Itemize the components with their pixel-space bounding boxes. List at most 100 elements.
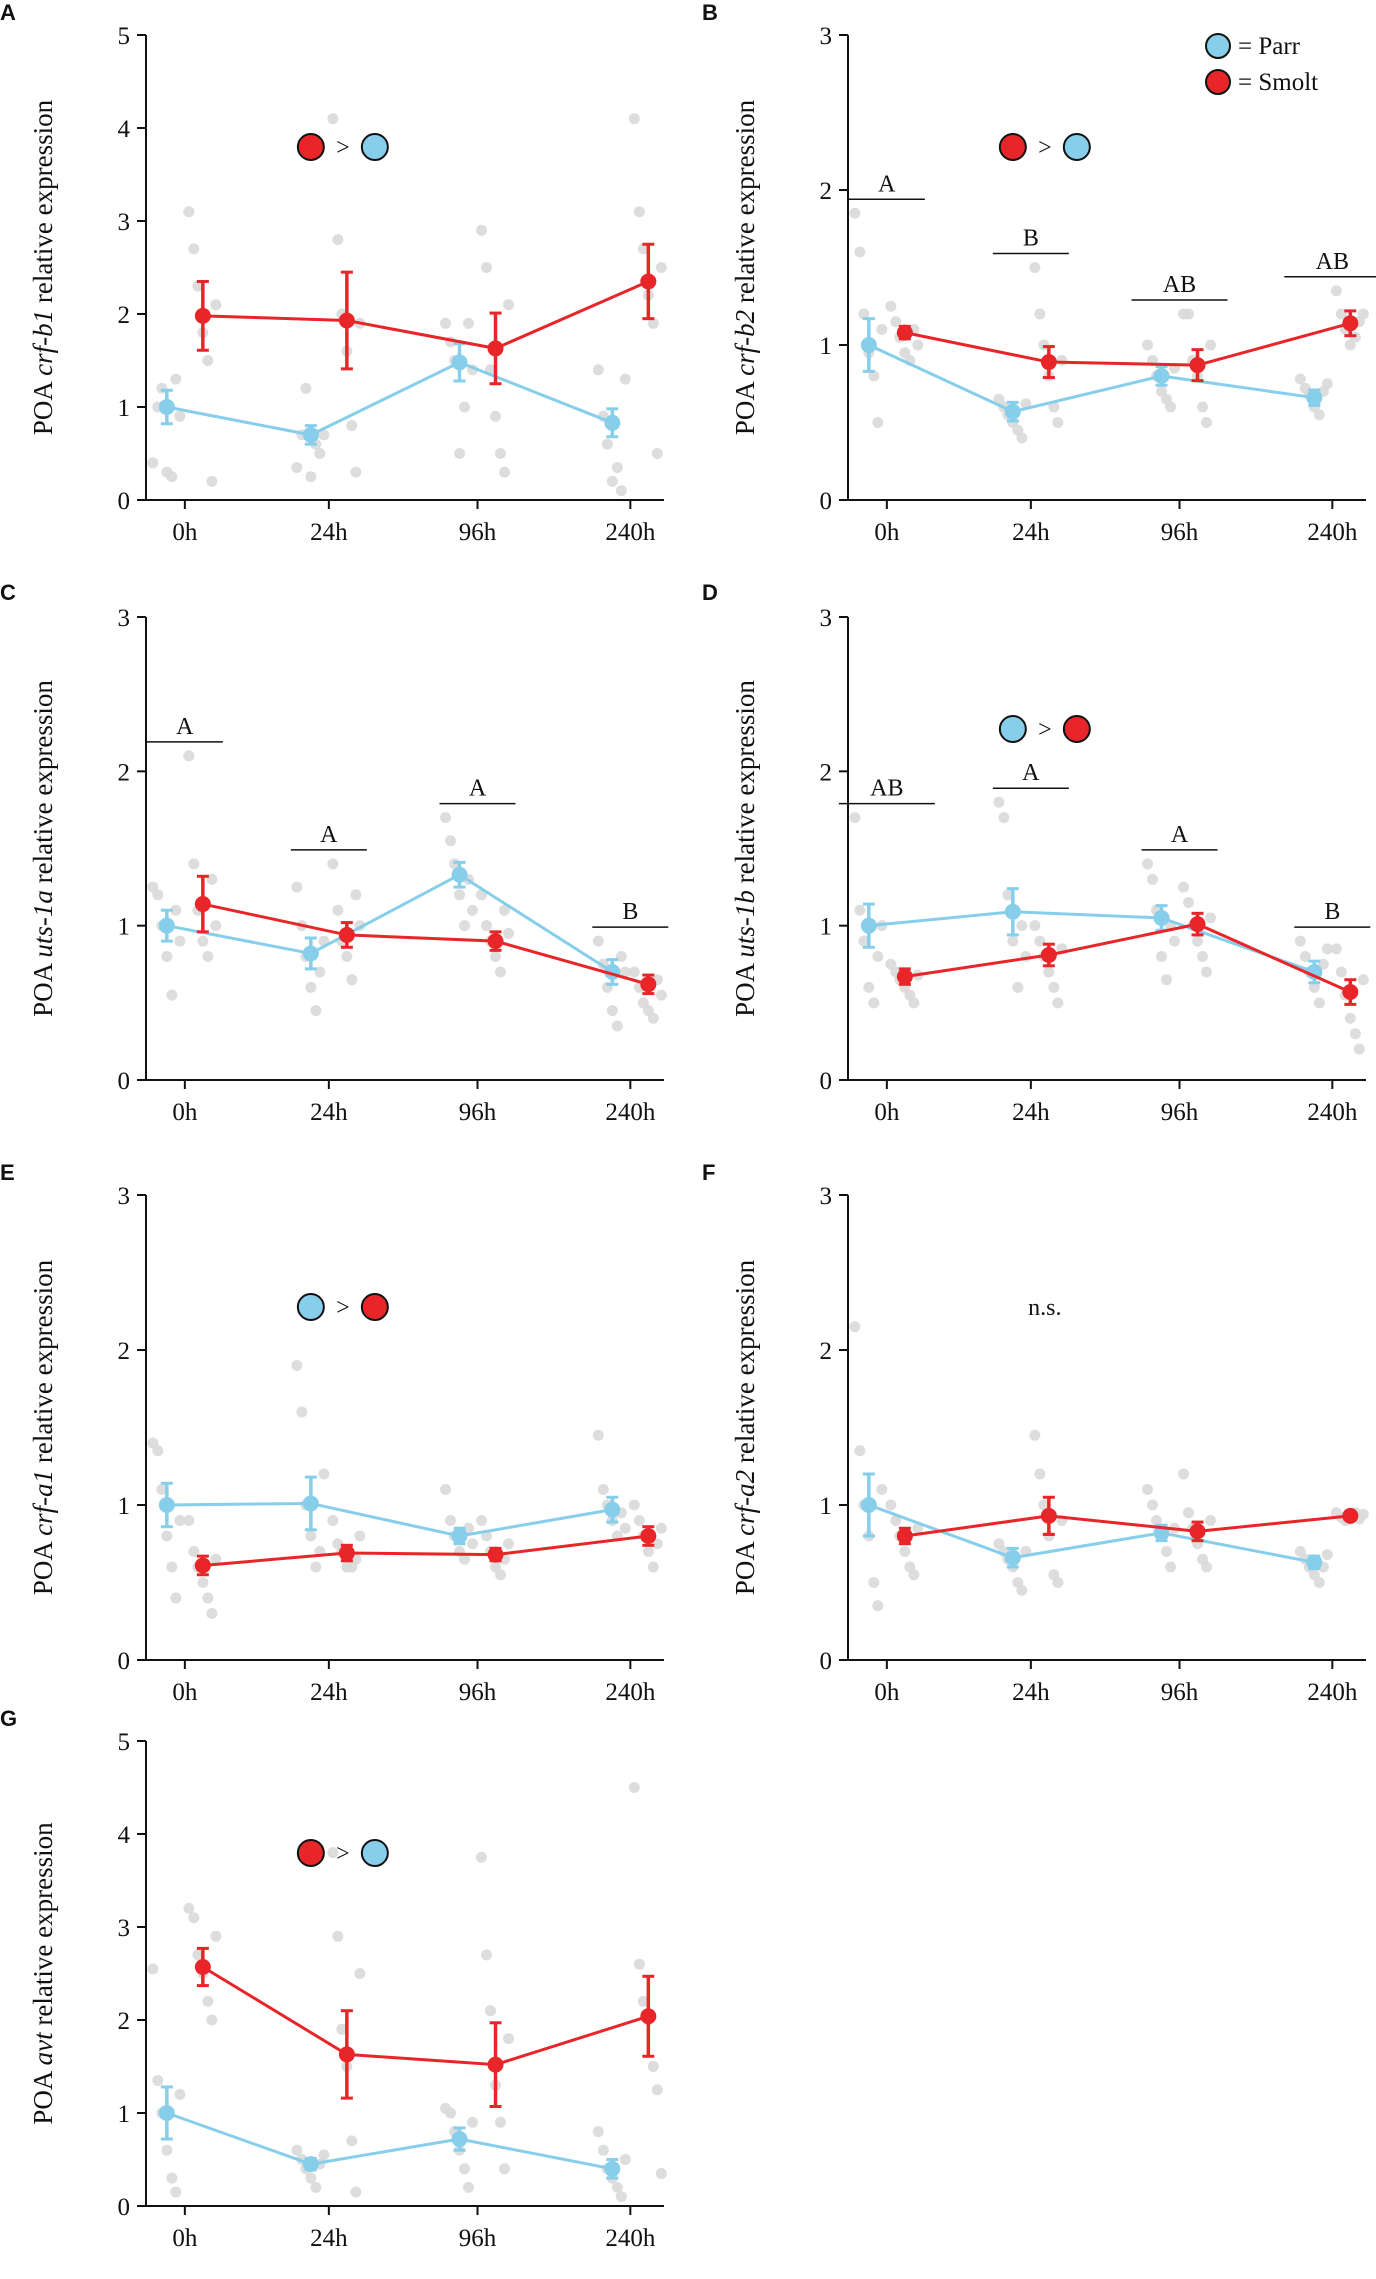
- panel-a-parr-mean-point: [451, 354, 468, 371]
- panel-c-letter: C: [0, 580, 16, 605]
- panel-d-parr-data-point: [849, 812, 861, 824]
- panel-g-smolt-data-point: [206, 2014, 218, 2026]
- panel-b-smolt-mean-point: [1040, 354, 1057, 371]
- panel-b-letter: B: [702, 0, 718, 25]
- panel-g-parr-mean-point: [158, 2105, 175, 2121]
- panel-c-parr-data-point: [440, 812, 452, 824]
- panel-g-y-axis-label: POA avt relative expression: [28, 1822, 58, 2125]
- panel-d-smolt-data-point: [1349, 1028, 1361, 1040]
- panel-g-smolt-data-point: [332, 1930, 344, 1942]
- panel-e-smolt-mean-point: [194, 1557, 211, 1574]
- panel-c-smolt-data-point: [327, 858, 339, 870]
- panel-a-smolt-data-point: [332, 234, 344, 246]
- panel-c-parr-data-point: [310, 1005, 322, 1017]
- panel-b-y-tick-label: 1: [820, 333, 833, 360]
- panel-f-smolt-data-point: [1178, 1468, 1190, 1480]
- panel-c-x-tick-label: 240h: [605, 1099, 656, 1126]
- panel-f-smolt-mean-point: [1189, 1523, 1206, 1540]
- panel-c-smolt-mean-point: [487, 933, 504, 950]
- panel-g-parr-mean-point: [451, 2131, 468, 2148]
- panel-c-smolt-data-point: [206, 873, 218, 885]
- panel-b-parr-data-point: [1321, 378, 1333, 390]
- panel-e-parr-data-point: [170, 1592, 182, 1604]
- panel-e-smolt-data-point: [197, 1577, 209, 1588]
- panel-f-y-axis-label: POA crf-a2 relative expression: [730, 1259, 760, 1595]
- panel-d-parr-data-point: [1142, 858, 1154, 870]
- panel-f-parr-data-point: [1142, 1484, 1154, 1495]
- panel-a-y-tick-label: 3: [118, 209, 131, 236]
- panel-c-x-tick-label: 96h: [459, 1099, 497, 1126]
- panel-f-smolt-mean-point: [896, 1528, 913, 1544]
- panel-b-smolt-data-point: [1357, 308, 1369, 320]
- panel-e-smolt-data-point: [188, 1546, 200, 1557]
- panel-b-smolt-mean-point: [1342, 315, 1359, 332]
- panel-a-y-tick-label: 4: [118, 116, 131, 143]
- panel-e-parr-data-point: [592, 1429, 604, 1441]
- panel-e-parr-data-point: [440, 1484, 452, 1495]
- panel-g-smolt-data-point: [192, 1949, 204, 1961]
- panel-e-smolt-data-point: [628, 1499, 640, 1511]
- panel-c-smolt-data-point: [503, 927, 515, 939]
- panel-f-x-tick-label: 0h: [874, 1679, 900, 1706]
- panel-b-parr-mean-point: [1153, 368, 1170, 384]
- panel-d-parr-data-point: [1156, 951, 1168, 963]
- panel-c-y-tick-label: 0: [118, 1068, 131, 1095]
- panel-c-parr-data-point: [467, 904, 479, 916]
- panel-a-smolt-data-point: [183, 206, 195, 218]
- panel-g-x-tick-label: 0h: [172, 2225, 198, 2252]
- panel-g-parr-data-point: [597, 2144, 609, 2156]
- panel-a-smolt-data-point: [490, 410, 502, 422]
- panel-a-smolt-data-point: [628, 113, 640, 125]
- panel-b-parr-data-point: [1016, 432, 1028, 444]
- panel-d-smolt-data-point: [1052, 997, 1064, 1009]
- panel-d-x-tick-label: 96h: [1161, 1099, 1199, 1126]
- panel-f-letter: F: [702, 1160, 715, 1185]
- panel-b-parr-mean-point: [1004, 403, 1021, 420]
- panel-a-smolt-data-point: [633, 206, 645, 218]
- panel-f-annotation-text: n.s.: [1028, 1295, 1061, 1321]
- panel-g-parr-data-point: [445, 2107, 457, 2119]
- panel-g-parr-data-point: [459, 2163, 471, 2175]
- panel-c-parr-data-point: [611, 1020, 623, 1032]
- panel-e-smolt-data-point: [495, 1569, 507, 1581]
- panel-d-smolt-data-point: [1201, 966, 1213, 978]
- panel-e-parr-data-point: [597, 1484, 609, 1495]
- panel-g-letter: G: [0, 1706, 17, 1731]
- panel-c-smolt-data-point: [628, 966, 640, 978]
- panel-f-parr-mean-point: [1306, 1554, 1323, 1571]
- panel-d-comparison-symbol: >: [1038, 717, 1052, 743]
- panel-g-smolt-data-point: [481, 1949, 493, 1961]
- panel-g-smolt-data-point: [495, 2116, 507, 2128]
- panel-a-x-tick-label: 96h: [459, 519, 497, 546]
- panel-c-smolt-data-point: [197, 935, 209, 947]
- panel-b-smolt-data-point: [1335, 308, 1347, 320]
- panel-d-smolt-series-line: [904, 922, 1351, 994]
- panel-b-y-tick-label: 0: [820, 488, 833, 515]
- panel-a-parr-data-point: [314, 448, 326, 459]
- panel-f-y-tick-label: 3: [820, 1183, 833, 1210]
- panel-b-smolt-data-point: [1034, 308, 1046, 320]
- panel-g-parr-mean-point: [604, 2160, 621, 2177]
- panel-f-parr-data-point: [1151, 1515, 1163, 1526]
- panel-d-parr-data-point: [1294, 935, 1306, 947]
- panel-e-letter: E: [0, 1160, 15, 1185]
- panel-f-smolt-data-point: [908, 1569, 920, 1581]
- panel-e-comparison-symbol: >: [336, 1295, 350, 1321]
- panel-a-smolt-mean-point: [640, 273, 657, 290]
- panel-f-parr-data-point: [1165, 1561, 1177, 1573]
- panel-d-smolt-mean-point: [1040, 946, 1057, 963]
- panel-g-y-tick-label: 0: [118, 2194, 131, 2221]
- panel-c-parr-data-point: [459, 920, 471, 932]
- panel-g-parr-data-point: [615, 2191, 627, 2203]
- panel-a-parr-data-point: [147, 457, 159, 469]
- panel-b-parr-data-point: [854, 246, 866, 258]
- panel-d-parr-data-point: [1007, 935, 1019, 947]
- panel-e-smolt-data-point: [327, 1515, 339, 1526]
- panel-d-smolt-data-point: [1357, 974, 1369, 986]
- panel-g-smolt-data-point: [485, 2005, 497, 2017]
- panel-a-comparison-smolt-icon: [296, 133, 325, 161]
- panel-b-smolt-data-point: [890, 316, 902, 328]
- panel-c-smolt-data-point: [202, 951, 214, 963]
- panel-b-significance-letter: AB: [1316, 249, 1349, 275]
- panel-e-parr-mean-point: [451, 1528, 468, 1544]
